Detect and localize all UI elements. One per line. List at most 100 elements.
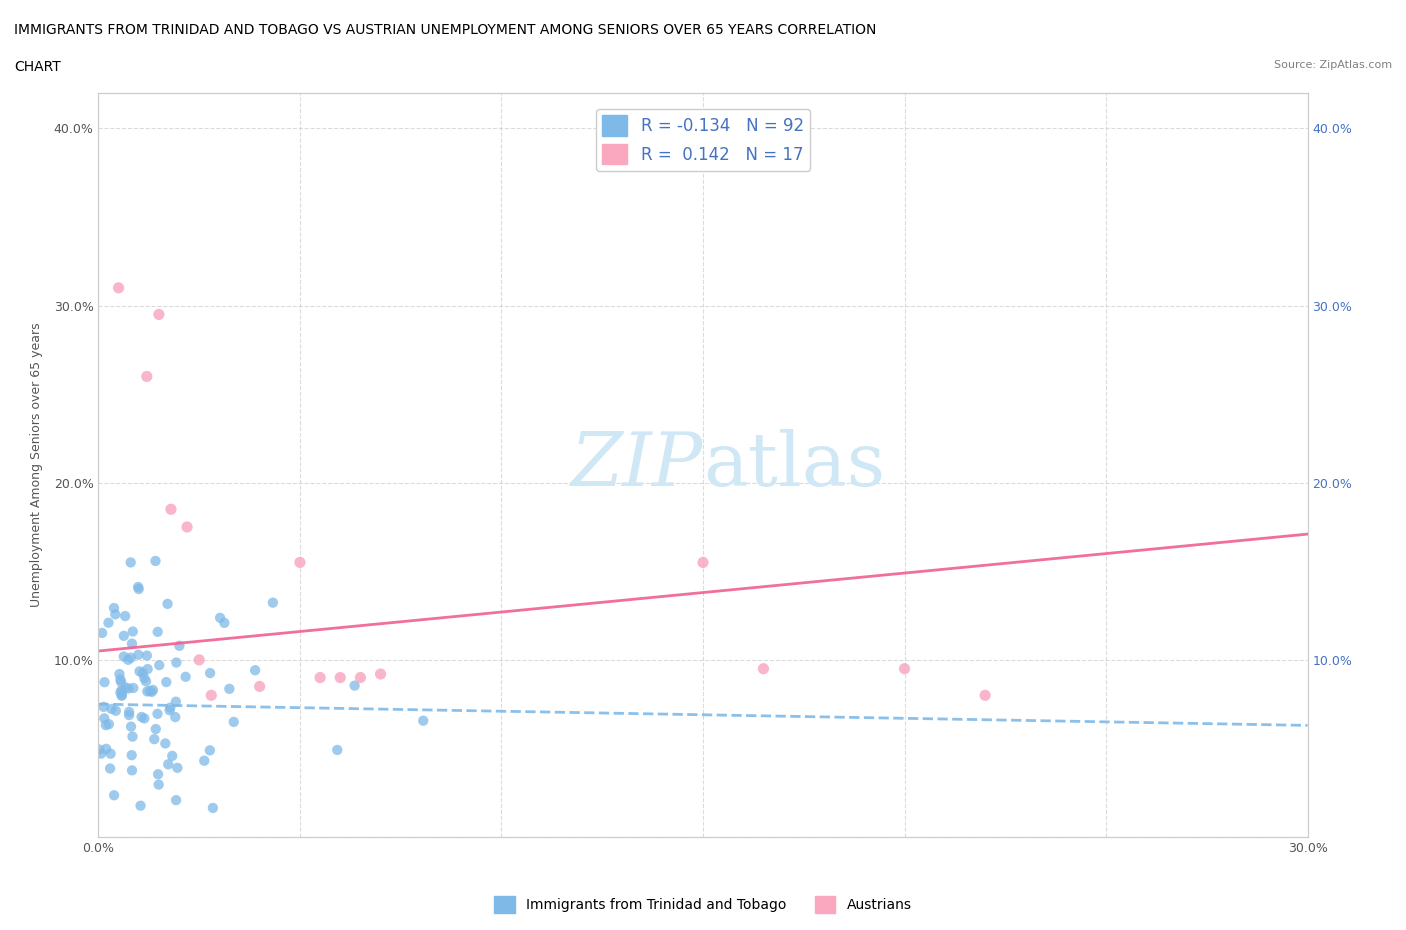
Point [145, 722, 167, 737]
Point [165, 710, 187, 724]
Point [110, 685, 132, 700]
Point [122, 681, 145, 696]
Point [93, 699, 115, 714]
Point [893, 661, 915, 676]
Point [107, 281, 129, 296]
Point [165, 655, 187, 670]
Point [118, 704, 141, 719]
Point [114, 608, 136, 623]
Point [214, 616, 236, 631]
Point [112, 629, 135, 644]
Point [148, 307, 170, 322]
Point [329, 671, 352, 685]
Point [110, 672, 132, 687]
Point [121, 748, 143, 763]
Point [98, 761, 121, 776]
Point [159, 703, 181, 718]
Point [97, 616, 120, 631]
Point [169, 638, 191, 653]
Point [94, 718, 117, 733]
Point [155, 674, 177, 689]
Point [288, 555, 311, 570]
Point [129, 798, 152, 813]
Point [132, 666, 155, 681]
Point [136, 661, 159, 676]
Point [120, 650, 142, 665]
Point [112, 649, 135, 664]
Point [117, 652, 139, 667]
Point [143, 732, 166, 747]
Text: CHART: CHART [14, 60, 60, 74]
Point [104, 607, 127, 622]
Point [243, 663, 266, 678]
Point [370, 667, 392, 682]
Point [134, 711, 156, 726]
Point [148, 658, 170, 672]
Text: atlas: atlas [703, 429, 886, 501]
Point [110, 683, 132, 698]
Legend: Immigrants from Trinidad and Tobago, Austrians: Immigrants from Trinidad and Tobago, Aus… [489, 890, 917, 919]
Point [174, 670, 197, 684]
Point [160, 749, 183, 764]
Point [142, 683, 165, 698]
Point [222, 714, 245, 729]
Point [93, 711, 115, 725]
Point [90, 746, 112, 761]
Point [96, 741, 118, 756]
Point [188, 653, 211, 668]
Point [200, 688, 222, 703]
Point [114, 680, 136, 695]
Point [121, 624, 143, 639]
Point [159, 700, 181, 715]
Point [166, 761, 188, 776]
Point [127, 647, 149, 662]
Point [131, 710, 153, 724]
Point [249, 679, 271, 694]
Point [97, 717, 120, 732]
Point [108, 667, 131, 682]
Point [165, 695, 187, 710]
Point [198, 743, 221, 758]
Point [343, 678, 366, 693]
Legend: R = -0.134   N = 92, R =  0.142   N = 17: R = -0.134 N = 92, R = 0.142 N = 17 [596, 109, 810, 171]
Point [100, 701, 122, 716]
Point [136, 684, 159, 698]
Point [141, 684, 163, 699]
Point [121, 729, 143, 744]
Text: ZIP: ZIP [571, 429, 703, 501]
Y-axis label: Unemployment Among Seniors over 65 years: Unemployment Among Seniors over 65 years [30, 323, 42, 607]
Point [91, 626, 114, 641]
Point [218, 682, 240, 697]
Point [139, 684, 162, 698]
Point [209, 610, 232, 625]
Point [160, 502, 183, 517]
Point [157, 757, 180, 772]
Point [128, 581, 150, 596]
Point [349, 671, 371, 685]
Point [146, 767, 169, 782]
Point [692, 555, 714, 570]
Point [262, 595, 284, 610]
Point [89, 742, 111, 757]
Point [974, 688, 997, 703]
Text: IMMIGRANTS FROM TRINIDAD AND TOBAGO VS AUSTRIAN UNEMPLOYMENT AMONG SENIORS OVER : IMMIGRANTS FROM TRINIDAD AND TOBAGO VS A… [14, 23, 876, 37]
Point [135, 369, 157, 384]
Point [100, 746, 122, 761]
Point [146, 707, 169, 722]
Point [165, 792, 187, 807]
Point [148, 777, 170, 792]
Point [146, 624, 169, 639]
Point [135, 648, 157, 663]
Point [326, 742, 349, 757]
Text: Source: ZipAtlas.com: Source: ZipAtlas.com [1274, 60, 1392, 71]
Point [752, 661, 775, 676]
Point [128, 664, 150, 679]
Point [127, 579, 149, 594]
Point [111, 688, 134, 703]
Point [309, 671, 332, 685]
Point [121, 763, 143, 777]
Point [117, 681, 139, 696]
Point [412, 713, 434, 728]
Point [176, 520, 198, 535]
Point [93, 675, 115, 690]
